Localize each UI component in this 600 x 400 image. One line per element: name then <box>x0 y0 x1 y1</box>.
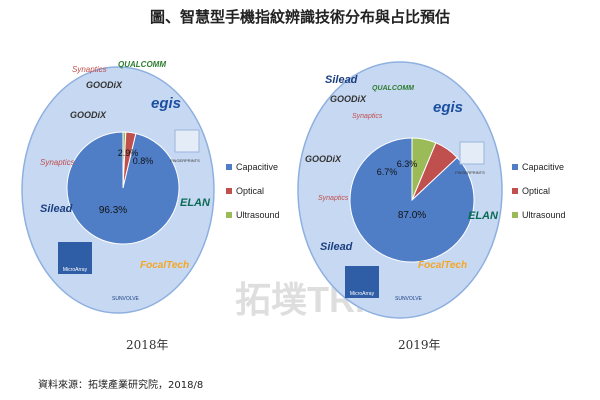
legend-2018: Capacitive Optical Ultrasound <box>226 162 280 220</box>
data-label-capacitive: 96.3% <box>99 205 127 216</box>
microarray-logo-box <box>345 266 379 298</box>
data-label-capacitive: 87.0% <box>398 210 426 221</box>
fingerprint-icon <box>459 141 485 165</box>
brand-synaptics-logo: Synaptics <box>352 113 383 120</box>
data-label-optical: 6.7% <box>377 167 398 177</box>
brand-fingerprints-logo: FINGERPRINTS <box>455 170 485 175</box>
page-title: 圖、智慧型手機指紋辨識技術分布與占比預估 <box>149 8 450 26</box>
data-label-ultrasound: 0.8% <box>133 156 154 166</box>
brand-synaptics-logo: Synaptics <box>72 65 107 74</box>
legend-label-ultrasound: Ultrasound <box>522 210 566 220</box>
pie-slice-capacitive <box>349 137 475 263</box>
data-label-optical: 2.9% <box>118 148 139 158</box>
brand-microarray-logo: MicroArray <box>63 267 88 273</box>
brand-focaltech-logo: FocalTech <box>418 260 467 271</box>
brand-egis-logo: egis <box>433 99 463 116</box>
brand-microarray-logo: MicroArray <box>350 291 375 297</box>
microarray-logo-box <box>58 242 92 274</box>
pie-2018: 96.3% 2.9%0.8% <box>66 131 180 245</box>
legend-label-optical: Optical <box>236 186 264 196</box>
brand-goodix-logo: GOODiX <box>305 154 342 164</box>
legend-swatch-capacitive <box>512 164 518 170</box>
brand-synaptics-logo: Synaptics <box>40 158 75 167</box>
brand-synaptics-logo: Synaptics <box>318 195 349 202</box>
source-note: 資料來源：拓墣產業研究院，2018/8 <box>38 380 204 391</box>
brand-sunvolve-logo: SUNVOLVE <box>112 296 140 302</box>
brand-fingerprints-logo: FINGERPRINTS <box>170 158 200 163</box>
brand-elan-logo: ELAN <box>468 210 499 222</box>
brand-qualcomm-logo: QUALCOMM <box>118 60 166 69</box>
data-label-ultrasound: 6.3% <box>397 159 418 169</box>
brand-elan-logo: ELAN <box>180 197 211 209</box>
legend-label-optical: Optical <box>522 186 550 196</box>
brand-goodix-logo: GOODiX <box>70 110 107 120</box>
legend-swatch-optical <box>226 188 232 194</box>
legend-label-capacitive: Capacitive <box>522 162 564 172</box>
brand-qualcomm-logo: QUALCOMM <box>372 85 414 92</box>
fingerprint-icon <box>174 129 200 153</box>
brand-goodix-logo: GOODiX <box>86 80 123 90</box>
pie-2019: 87.0% 6.7%6.3% <box>349 137 475 263</box>
legend-swatch-ultrasound <box>512 212 518 218</box>
year-label-2019: 2019年 <box>398 338 441 352</box>
chart-2019: 87.0% 6.7%6.3% Capacitive Optical Ultrasoun… <box>297 61 566 319</box>
brand-focaltech-logo: FocalTech <box>140 260 189 271</box>
brand-goodix-logo: GOODiX <box>330 94 367 104</box>
legend-swatch-optical <box>512 188 518 194</box>
legend-label-ultrasound: Ultrasound <box>236 210 280 220</box>
legend-2019: Capacitive Optical Ultrasound <box>512 162 566 220</box>
legend-label-capacitive: Capacitive <box>236 162 278 172</box>
brand-egis-logo: egis <box>151 95 181 112</box>
pie-slice-capacitive <box>66 131 180 245</box>
brand-silead-logo: Silead <box>325 74 358 86</box>
brand-sunvolve-logo: SUNVOLVE <box>395 296 423 302</box>
legend-swatch-ultrasound <box>226 212 232 218</box>
chart-2018: 96.3% 2.9%0.8% Capacitive Optical Ultrasoun… <box>21 60 280 314</box>
brand-silead-logo: Silead <box>40 203 73 215</box>
brand-silead-logo: Silead <box>320 241 353 253</box>
legend-swatch-capacitive <box>226 164 232 170</box>
year-label-2018: 2018年 <box>126 338 169 352</box>
